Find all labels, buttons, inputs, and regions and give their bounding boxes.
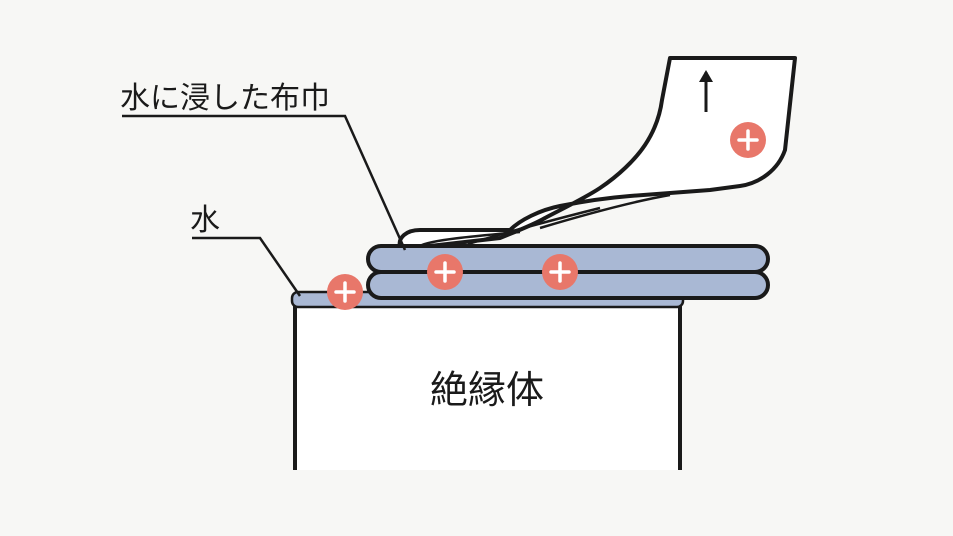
leader-wet-cloth [122, 116, 405, 250]
label-wet-cloth: 水に浸した布巾 [120, 82, 330, 115]
label-insulator: 絶縁体 [430, 370, 544, 412]
charge-icon [327, 274, 363, 310]
leader-water [192, 238, 300, 296]
charge-icon [427, 254, 463, 290]
charge-icon [730, 122, 766, 158]
diagram-canvas: 水に浸した布巾水絶縁体 [0, 0, 953, 536]
charge-icon [542, 254, 578, 290]
label-water: 水 [190, 204, 220, 237]
